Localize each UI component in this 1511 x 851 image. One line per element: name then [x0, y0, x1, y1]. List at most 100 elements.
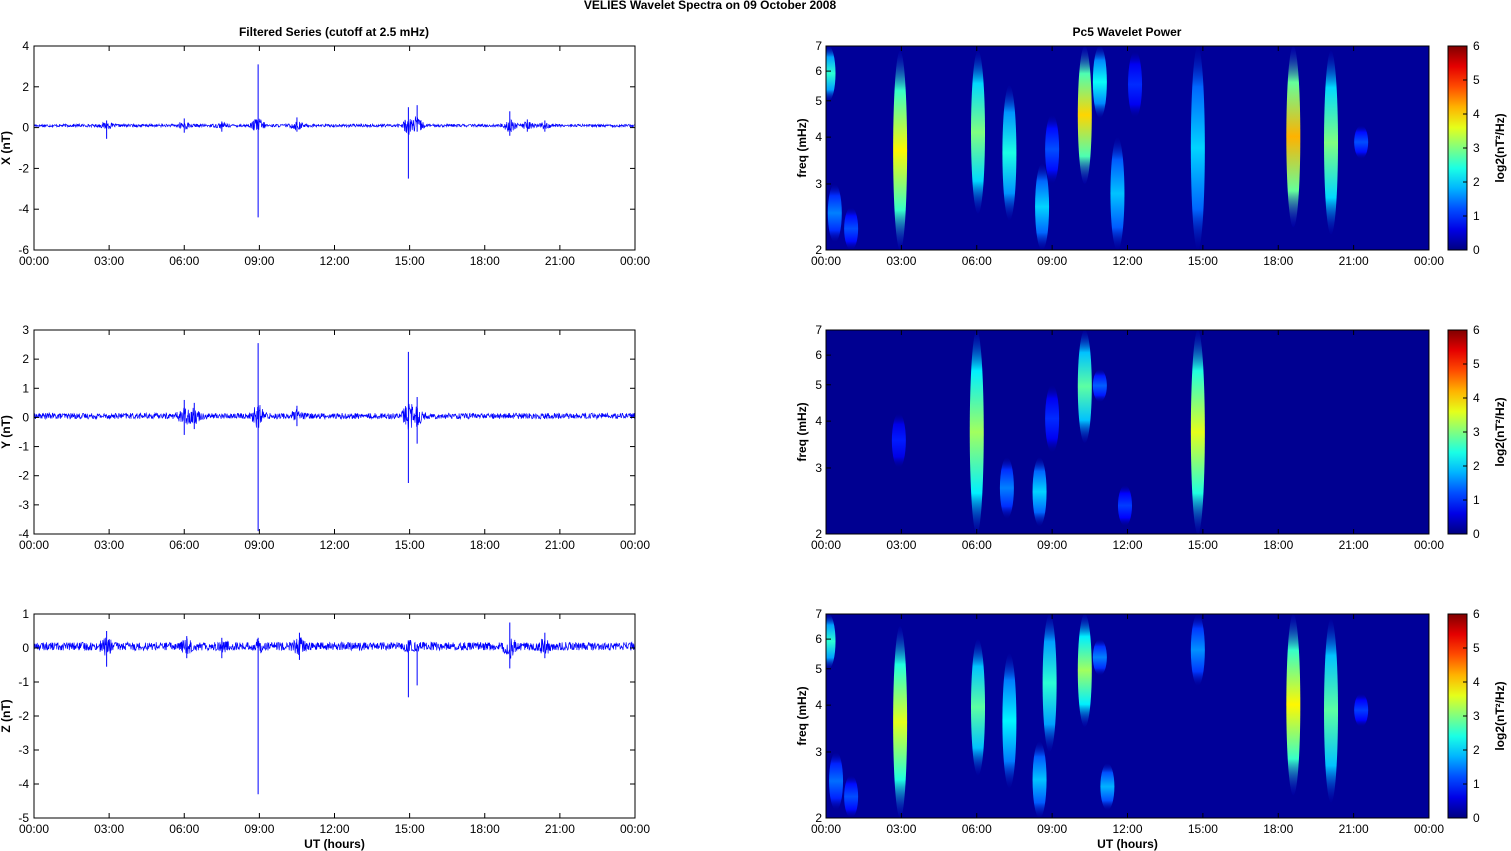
y-tick-label: 2 — [22, 80, 29, 94]
x-tick-label: 00:00 — [19, 254, 49, 268]
x-tick-label: 21:00 — [1339, 254, 1369, 268]
colorbar-tick-label: 0 — [1473, 243, 1480, 257]
y-tick-label: 5 — [815, 378, 822, 392]
y-tick-label: 1 — [22, 381, 29, 395]
colorbar-tick-label: 1 — [1473, 777, 1480, 791]
colorbar-label: log2(nT²/Hz) — [1493, 681, 1507, 750]
x-tick-label: 15:00 — [1188, 538, 1218, 552]
series-line — [33, 637, 636, 660]
power-blob — [827, 183, 842, 243]
y-tick-label: 0 — [22, 121, 29, 135]
power-blob — [1190, 46, 1205, 250]
power-blob — [891, 413, 906, 468]
power-blob — [844, 775, 859, 818]
x-tick-label: 06:00 — [962, 822, 992, 836]
x-tick-label: 21:00 — [1339, 822, 1369, 836]
power-blob — [1042, 614, 1057, 752]
power-blob — [999, 457, 1014, 519]
power-blob — [1002, 653, 1017, 789]
x-tick-label: 06:00 — [962, 254, 992, 268]
y-tick-label: 0 — [22, 410, 29, 424]
power-blob — [971, 639, 986, 776]
power-blob — [1077, 614, 1092, 727]
y-tick-label: 0 — [22, 641, 29, 655]
y-tick-label: 6 — [815, 64, 822, 78]
x-tick-label: 06:00 — [169, 538, 199, 552]
spectrogram-background — [826, 614, 1429, 818]
x-tick-label: 09:00 — [244, 822, 274, 836]
x-tick-label: 03:00 — [886, 538, 916, 552]
y-axis-label: freq (mHz) — [795, 686, 809, 745]
power-blob — [1100, 763, 1115, 811]
y-tick-label: -4 — [18, 202, 29, 216]
series-panel-z: -5 -4 -3 -2 -1 0 1 Z (nT) 00:00 03:00 06:00 09:00 12… — [0, 607, 650, 851]
power-blob — [1032, 457, 1047, 527]
y-axis-label: X (nT) — [0, 131, 13, 165]
spectrogram-panel-x-spec: 2 3 4 5 6 7 freq (mHz) 00:00 03:00 06:00 09:00 12:0… — [795, 39, 1507, 268]
x-tick-label: 03:00 — [886, 822, 916, 836]
colorbar-tick-label: 6 — [1473, 607, 1480, 621]
y-tick-label: -4 — [18, 527, 29, 541]
power-blob — [1354, 125, 1369, 159]
colorbar-tick-label: 5 — [1473, 357, 1480, 371]
x-tick-label: 00:00 — [1414, 538, 1444, 552]
x-tick-label: 00:00 — [19, 538, 49, 552]
plot-area — [34, 330, 635, 534]
x-tick-label: 00:00 — [620, 254, 650, 268]
y-tick-label: 2 — [815, 811, 822, 825]
spectrogram-blobs — [891, 330, 1205, 534]
x-tick-label: 09:00 — [1037, 254, 1067, 268]
y-tick-label: -3 — [18, 498, 29, 512]
power-blob — [1324, 618, 1339, 803]
power-blob — [1092, 369, 1107, 402]
spectrogram-panel-z-spec: 2 3 4 5 6 7 freq (mHz) 00:00 03:00 06:00 09:00 12:0… — [795, 607, 1507, 851]
y-tick-label: 6 — [815, 348, 822, 362]
colorbar-tick-label: 2 — [1473, 743, 1480, 757]
power-blob — [1190, 330, 1205, 534]
x-tick-label: 12:00 — [1112, 822, 1142, 836]
power-blob — [1110, 137, 1125, 250]
x-tick-label: 09:00 — [244, 254, 274, 268]
y-tick-label: -1 — [18, 675, 29, 689]
x-tick-label: 00:00 — [811, 538, 841, 552]
power-blob — [1092, 46, 1107, 118]
series-panel-y: -4 -3 -2 -1 0 1 2 3 Y (nT) 00:00 03:00 06:00 09:00 12… — [0, 323, 650, 552]
colorbar-tick-label: 4 — [1473, 391, 1480, 405]
power-blob — [1092, 639, 1107, 676]
y-tick-label: -2 — [18, 709, 29, 723]
colorbar-tick-label: 2 — [1473, 175, 1480, 189]
x-tick-label: 00:00 — [811, 254, 841, 268]
power-blob — [1077, 46, 1092, 184]
y-tick-label: 2 — [815, 527, 822, 541]
colorbar-tick-label: 0 — [1473, 527, 1480, 541]
x-tick-label: 00:00 — [1414, 254, 1444, 268]
x-tick-label: 12:00 — [1112, 538, 1142, 552]
y-tick-label: 7 — [815, 607, 822, 621]
colorbar-tick-label: 3 — [1473, 425, 1480, 439]
y-tick-label: -6 — [18, 243, 29, 257]
x-tick-label: 09:00 — [1037, 538, 1067, 552]
colorbar: 0 1 2 3 4 5 6 log2(nT²/Hz) — [1447, 323, 1507, 541]
y-axis-label: freq (mHz) — [795, 118, 809, 177]
power-blob — [1324, 50, 1339, 235]
x-tick-label: 12:00 — [319, 254, 349, 268]
y-tick-label: -5 — [18, 811, 29, 825]
x-tick-label: 09:00 — [244, 538, 274, 552]
x-tick-label: 00:00 — [620, 822, 650, 836]
series-line — [33, 403, 636, 430]
power-blob — [1032, 741, 1047, 818]
colorbar-tick-label: 1 — [1473, 209, 1480, 223]
series-line — [33, 116, 636, 135]
x-tick-label: 21:00 — [545, 822, 575, 836]
y-axis-label: Y (nT) — [0, 415, 13, 449]
spectrogram-background — [826, 46, 1429, 250]
x-tick-label: 00:00 — [811, 822, 841, 836]
x-tick-label: 15:00 — [1188, 254, 1218, 268]
colorbar-tick-label: 3 — [1473, 709, 1480, 723]
y-tick-label: -1 — [18, 440, 29, 454]
x-tick-label: 06:00 — [962, 538, 992, 552]
x-tick-label: 21:00 — [1339, 538, 1369, 552]
colorbar-tick-label: 6 — [1473, 323, 1480, 337]
x-axis-label: UT (hours) — [1097, 837, 1158, 851]
